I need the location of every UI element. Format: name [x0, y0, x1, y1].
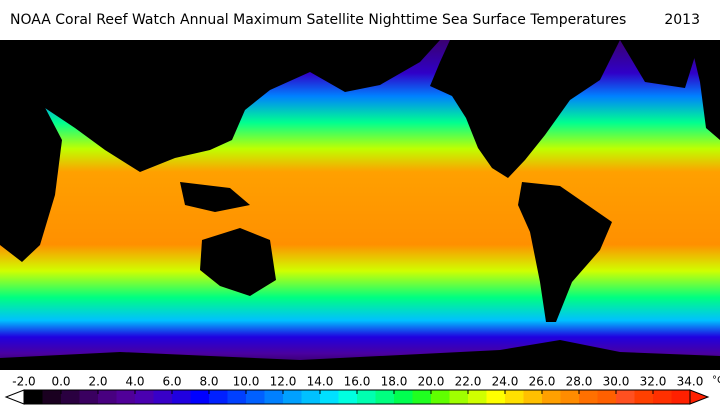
colorbar-tick-label: 10.0 [233, 375, 260, 389]
colorbar-segment [431, 390, 450, 404]
colorbar-segment [523, 390, 543, 404]
colorbar-segment [505, 390, 524, 404]
colorbar-segment [653, 390, 672, 404]
colorbar-segment [301, 390, 321, 404]
colorbar-tick-label: 24.0 [492, 375, 519, 389]
colorbar-tick-label: 12.0 [270, 375, 297, 389]
colorbar-segment [135, 390, 154, 404]
colorbar-tick-label: 8.0 [199, 375, 218, 389]
colorbar-tick-label: 6.0 [162, 375, 181, 389]
colorbar-segment [375, 390, 395, 404]
map [0, 40, 720, 370]
colorbar-segment [172, 390, 191, 404]
colorbar-under [4, 389, 25, 405]
colorbar-tick-label: 16.0 [344, 375, 371, 389]
colorbar-segment [190, 390, 210, 404]
colorbar-segment [634, 390, 654, 404]
colorbar-segment [24, 390, 43, 404]
colorbar-segment [597, 390, 617, 404]
title: NOAA Coral Reef Watch Annual Maximum Sat… [10, 12, 626, 28]
colorbar-segment [338, 390, 358, 404]
colorbar-tick-label: 14.0 [307, 375, 334, 389]
colorbar-segment [61, 390, 80, 404]
colorbar-tick-label: 26.0 [529, 375, 556, 389]
colorbar-segment [320, 390, 339, 404]
colorbar-segment [486, 390, 506, 404]
colorbar-segment [449, 390, 469, 404]
colorbar-tick-label: 28.0 [566, 375, 593, 389]
colorbar-segment [116, 390, 136, 404]
colorbar-segment [560, 390, 580, 404]
colorbar-segment [227, 390, 247, 404]
colorbar-segment [264, 390, 284, 404]
colorbar-tick-label: 34.0 [677, 375, 704, 389]
colorbar-over [689, 389, 710, 405]
colorbar-segment [468, 390, 487, 404]
colorbar-segment [283, 390, 302, 404]
colorbar-segment [42, 390, 62, 404]
year: 2013 [664, 12, 700, 28]
colorbar-tick-label: 22.0 [455, 375, 482, 389]
colorbar-segment [357, 390, 376, 404]
colorbar-segment [542, 390, 561, 404]
colorbar-segment [579, 390, 598, 404]
colorbar-tick-label: 4.0 [125, 375, 144, 389]
colorbar-segment [394, 390, 413, 404]
colorbar-segment [246, 390, 265, 404]
colorbar-segment [153, 390, 173, 404]
colorbar-tick-label: 30.0 [603, 375, 630, 389]
colorbar-tick-label: -2.0 [12, 375, 35, 389]
colorbar-tick-label: 18.0 [381, 375, 408, 389]
colorbar-segment [671, 390, 691, 404]
colorbar-segment [616, 390, 635, 404]
colorbar-tick-label: 20.0 [418, 375, 445, 389]
colorbar-segment [98, 390, 117, 404]
colorbar-segment [209, 390, 228, 404]
colorbar-tick-label: 2.0 [88, 375, 107, 389]
colorbar: -2.0 0.0 2.0 4.0 6.0 8.0 10.0 12.0 14.0 16.0 18.0 2… [4, 375, 720, 405]
colorbar-tick-label: 0.0 [51, 375, 70, 389]
colorbar-segment [79, 390, 99, 404]
colorbar-segment [412, 390, 432, 404]
land [0, 40, 720, 370]
colorbar-unit: °C [712, 375, 720, 386]
colorbar-tick-label: 32.0 [640, 375, 667, 389]
